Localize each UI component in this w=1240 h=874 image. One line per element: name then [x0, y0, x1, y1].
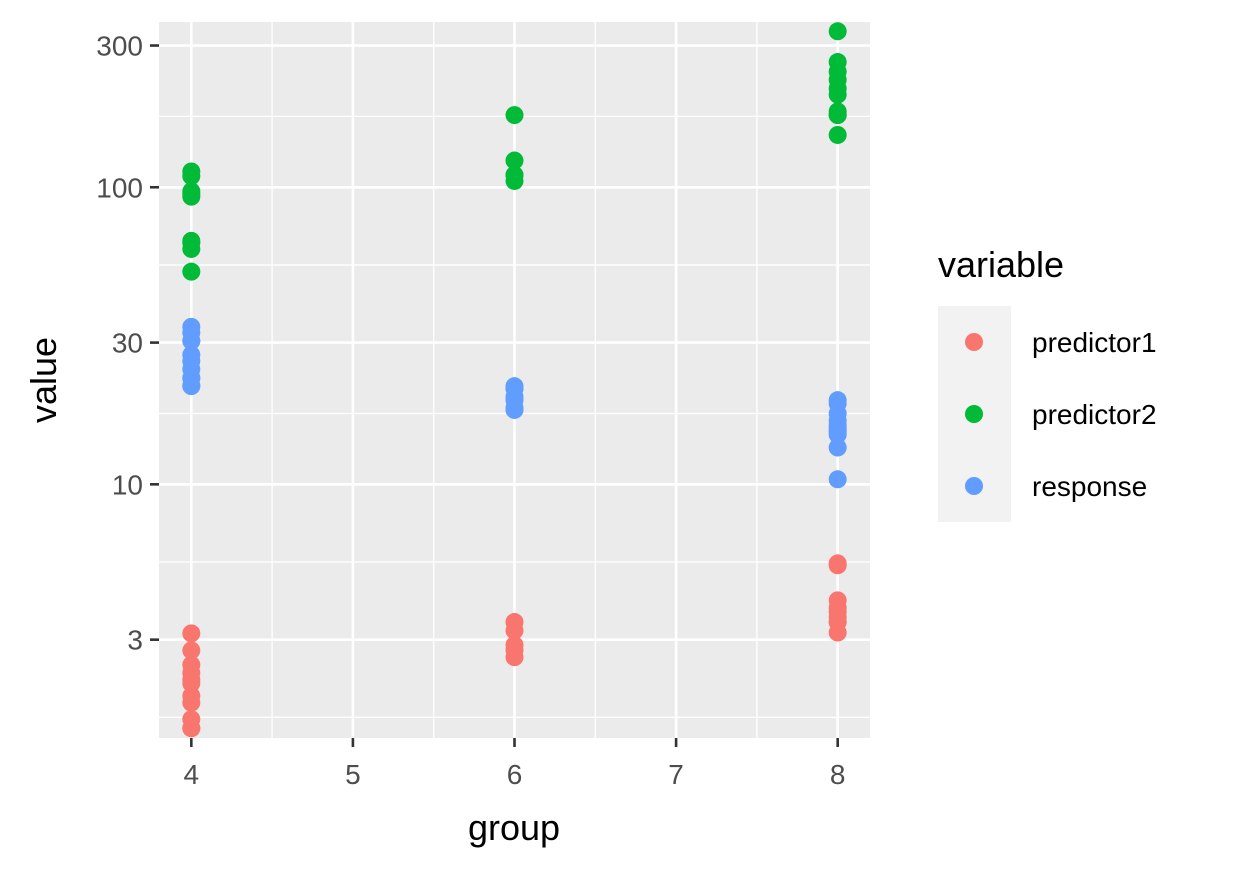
- data-point-predictor2: [828, 106, 847, 125]
- data-points: [182, 22, 847, 738]
- x-tick-label: 7: [668, 759, 684, 790]
- y-tick-label: 30: [112, 328, 143, 359]
- y-tick-label: 100: [96, 172, 143, 203]
- legend-label: response: [1032, 471, 1147, 502]
- data-point-response: [505, 400, 524, 419]
- y-axis: 3 10 30 100 300: [96, 31, 159, 656]
- data-point-predictor2: [182, 187, 201, 206]
- data-point-predictor2: [505, 171, 524, 190]
- legend-key-response: [965, 477, 983, 495]
- data-point-response: [182, 331, 201, 350]
- data-point-response: [182, 377, 201, 396]
- data-point-predictor2: [182, 262, 201, 281]
- legend-items: predictor1 predictor2 response: [965, 327, 1157, 502]
- legend-key-predictor2: [965, 405, 983, 423]
- data-point-predictor1: [505, 648, 524, 667]
- data-point-response: [828, 438, 847, 457]
- x-axis: 4 5 6 7 8: [184, 738, 846, 790]
- legend-key-predictor1: [965, 333, 983, 351]
- series-predictor2: [182, 22, 847, 281]
- data-point-predictor2: [828, 85, 847, 104]
- data-point-predictor1: [828, 623, 847, 642]
- legend-label: predictor2: [1032, 399, 1157, 430]
- x-tick-label: 6: [507, 759, 523, 790]
- data-point-predictor2: [828, 125, 847, 144]
- legend-title: variable: [938, 244, 1064, 285]
- data-point-predictor1: [505, 621, 524, 640]
- data-point-predictor1: [828, 556, 847, 575]
- data-point-response: [828, 470, 847, 489]
- x-tick-label: 8: [830, 759, 846, 790]
- data-point-predictor2: [505, 151, 524, 170]
- data-point-predictor1: [182, 624, 201, 643]
- legend: variable predictor1 predictor2 response: [938, 244, 1157, 522]
- x-axis-title: group: [468, 807, 560, 848]
- data-point-response: [828, 425, 847, 444]
- series-predictor1: [182, 554, 847, 738]
- data-point-predictor1: [182, 641, 201, 660]
- data-point-predictor2: [505, 106, 524, 125]
- series-response: [182, 317, 847, 489]
- data-point-predictor2: [182, 239, 201, 258]
- data-point-predictor2: [828, 22, 847, 41]
- data-point-predictor2: [182, 167, 201, 186]
- legend-label: predictor1: [1032, 327, 1157, 358]
- y-axis-title: value: [23, 337, 64, 423]
- y-tick-label: 10: [112, 469, 143, 500]
- data-point-predictor1: [182, 693, 201, 712]
- y-tick-label: 300: [96, 31, 143, 62]
- y-tick-label: 3: [127, 625, 143, 656]
- data-point-predictor1: [182, 674, 201, 693]
- x-tick-label: 4: [184, 759, 200, 790]
- data-point-predictor1: [182, 719, 201, 738]
- x-tick-label: 5: [345, 759, 361, 790]
